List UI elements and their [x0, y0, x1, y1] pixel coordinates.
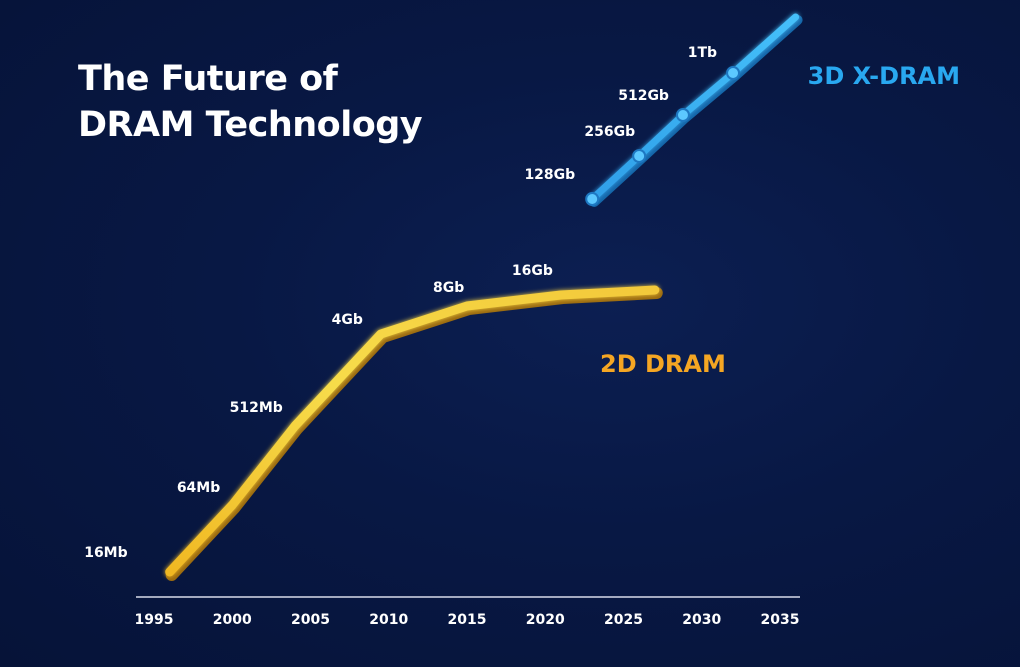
- point-label: 256Gb: [584, 124, 635, 140]
- series-name-label: 2D DRAM: [600, 350, 726, 378]
- point-label: 16Gb: [512, 263, 553, 279]
- x-tick-label: 2000: [213, 612, 252, 628]
- x-tick-label: 2020: [526, 612, 565, 628]
- point-label: 16Mb: [84, 545, 127, 561]
- point-label: 4Gb: [332, 312, 363, 328]
- chart-title: The Future of DRAM Technology: [78, 56, 423, 148]
- x-tick-label: 2035: [761, 612, 800, 628]
- x-tick-label: 1995: [135, 612, 174, 628]
- x-tick-label: 2030: [682, 612, 721, 628]
- series-line: [165, 285, 660, 577]
- data-point: [585, 192, 600, 206]
- x-tick-label: 2025: [604, 612, 643, 628]
- data-point: [726, 66, 741, 80]
- series-3d-x-dram: [585, 13, 803, 207]
- point-labels: 16Mb 64Mb 512Mb 4Gb 8Gb 16Gb 2D DRAM 128Gb 256Gb…: [84, 45, 960, 561]
- point-label: 64Mb: [177, 480, 220, 496]
- x-tick-label: 2005: [291, 612, 330, 628]
- point-label: 512Mb: [230, 400, 283, 416]
- series-line-shadow: [165, 287, 663, 581]
- data-point: [632, 149, 647, 163]
- point-label: 512Gb: [618, 88, 669, 104]
- data-point: [675, 108, 690, 122]
- x-tick-label: 2010: [369, 612, 408, 628]
- title-line-1: The Future of: [78, 59, 338, 99]
- series-2d-dram: [165, 285, 663, 581]
- point-label: 1Tb: [688, 45, 717, 61]
- series-name-label: 3D X-DRAM: [808, 62, 960, 90]
- x-tick-label: 2015: [448, 612, 487, 628]
- title-line-2: DRAM Technology: [78, 105, 423, 145]
- x-axis-ticks: 1995 2000 2005 2010 2015 2020 2025 2030 2035: [135, 612, 800, 628]
- series-layer: [165, 13, 803, 581]
- point-label: 128Gb: [524, 167, 575, 183]
- point-label: 8Gb: [433, 280, 464, 296]
